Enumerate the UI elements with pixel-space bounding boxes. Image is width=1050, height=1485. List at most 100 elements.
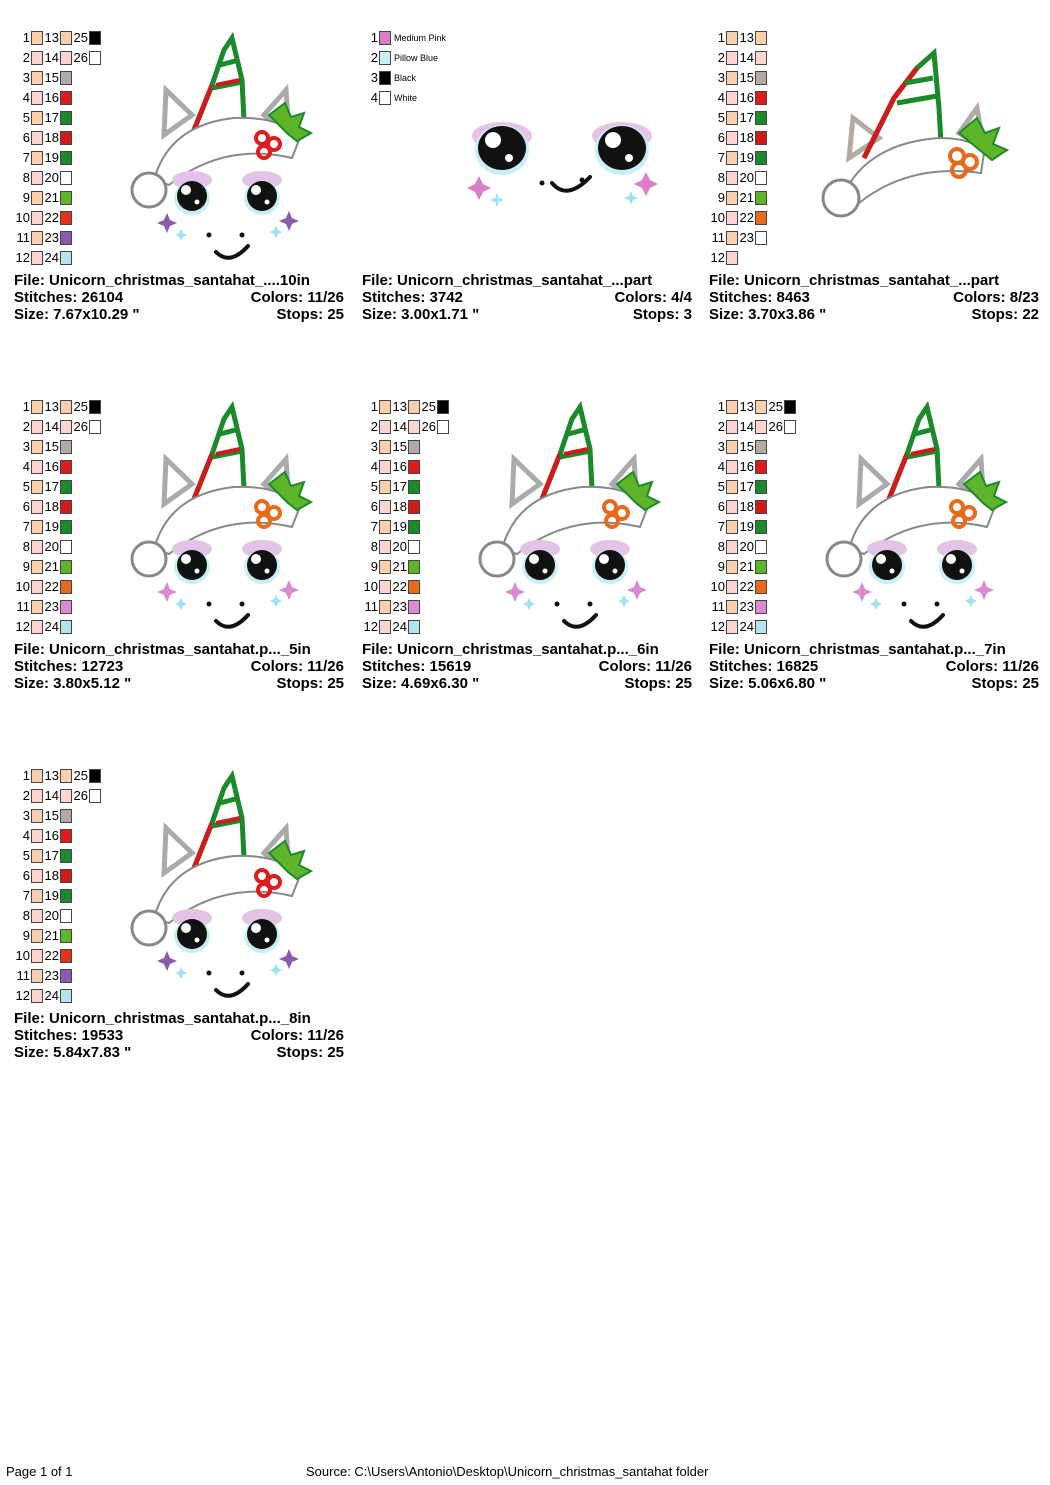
palette-row: 7 19 <box>362 517 449 537</box>
color-swatch <box>379 580 391 594</box>
color-swatch <box>726 171 738 185</box>
palette-number: 15 <box>44 808 59 823</box>
palette-number: 5 <box>22 110 30 125</box>
palette-row: 2 14 <box>709 48 767 68</box>
palette-row: 10 22 <box>14 946 101 966</box>
color-swatch <box>755 560 767 574</box>
color-swatch <box>31 520 43 534</box>
stitch-count: Stitches: 8463 <box>709 289 810 306</box>
color-swatch <box>31 151 43 165</box>
unicorn-artwork <box>478 400 662 629</box>
color-swatch <box>31 480 43 494</box>
palette-number: 23 <box>44 599 59 614</box>
color-swatch <box>60 480 72 494</box>
color-swatch <box>60 869 72 883</box>
palette-number: 25 <box>73 30 88 45</box>
palette-number: 2 <box>370 419 378 434</box>
palette-number: 5 <box>717 479 725 494</box>
palette-number: 14 <box>44 788 59 803</box>
palette-row: 9 21 <box>14 557 101 577</box>
design-preview <box>124 30 334 275</box>
palette-number: 22 <box>44 210 59 225</box>
color-swatch <box>726 420 738 434</box>
palette-row: 11 23 <box>362 597 449 617</box>
color-swatch <box>60 191 72 205</box>
color-swatch <box>31 949 43 963</box>
palette-row: 11 23 <box>709 597 796 617</box>
palette-number: 4 <box>717 90 725 105</box>
palette-row: 2 14 26 <box>14 786 101 806</box>
stitches-row: Stitches: 19533 Colors: 11/26 <box>14 1027 344 1044</box>
palette-row: 8 20 <box>14 168 101 188</box>
palette-number: 1 <box>370 399 378 414</box>
palette-number: 8 <box>370 539 378 554</box>
color-swatch <box>31 71 43 85</box>
color-palette: 1 13 25 2 14 26 3 15 4 16 5 17 6 18 7 19 8 20 9 21 10 22 11 23 1… <box>14 28 101 268</box>
color-swatch <box>31 580 43 594</box>
color-palette: 1 13 25 2 14 26 3 15 4 16 5 17 6 18 7 19 8 20 9 21 10 22 11 23 1… <box>14 766 101 1006</box>
design-card: 1 13 25 2 14 26 3 15 4 16 5 17 6 18 7 19 8 20 9 21 10 22 11 23 1… <box>14 28 354 388</box>
palette-number: 26 <box>73 788 88 803</box>
palette-number: 2 <box>22 419 30 434</box>
color-swatch <box>408 500 420 514</box>
palette-row: 2 14 26 <box>362 417 449 437</box>
stitches-row: Stitches: 12723 Colors: 11/26 <box>14 658 344 675</box>
color-swatch <box>379 480 391 494</box>
palette-number: 1 <box>22 399 30 414</box>
palette-row: 5 17 <box>14 846 101 866</box>
color-swatch <box>408 600 420 614</box>
palette-number: 20 <box>739 170 754 185</box>
palette-number: 2 <box>22 50 30 65</box>
palette-number: 9 <box>22 190 30 205</box>
color-swatch <box>89 400 101 414</box>
color-swatch <box>755 460 767 474</box>
color-count: Colors: 11/26 <box>250 289 344 306</box>
palette-number: 2 <box>717 50 725 65</box>
palette-number: 10 <box>710 579 725 594</box>
palette-number: 20 <box>739 539 754 554</box>
color-swatch <box>60 969 72 983</box>
color-name: Pillow Blue <box>394 53 439 63</box>
color-palette: 1 13 2 14 3 15 4 16 5 17 6 18 7 19 8 20 9 21 10 22 11 23 12 <box>709 28 767 268</box>
size-row: Size: 5.06x6.80 " Stops: 25 <box>709 675 1039 692</box>
palette-number: 3 <box>22 70 30 85</box>
palette-row: 3 15 <box>362 437 449 457</box>
palette-number: 21 <box>739 190 754 205</box>
palette-number: 21 <box>44 928 59 943</box>
palette-row: 4 16 <box>14 457 101 477</box>
color-swatch <box>726 620 738 634</box>
palette-number: 8 <box>717 170 725 185</box>
palette-number: 8 <box>22 170 30 185</box>
palette-number: 8 <box>22 908 30 923</box>
palette-number: 16 <box>44 90 59 105</box>
palette-number: 21 <box>44 559 59 574</box>
color-swatch <box>784 400 796 414</box>
file-name: File: Unicorn_christmas_santahat_...part <box>709 272 1000 289</box>
palette-number: 19 <box>44 519 59 534</box>
color-palette: 1 13 25 2 14 26 3 15 4 16 5 17 6 18 7 19 8 20 9 21 10 22 11 23 1… <box>709 397 796 637</box>
color-swatch <box>31 889 43 903</box>
palette-number: 22 <box>44 948 59 963</box>
color-swatch <box>379 440 391 454</box>
color-swatch <box>31 420 43 434</box>
color-swatch <box>379 520 391 534</box>
palette-number: 4 <box>370 459 378 474</box>
palette-number: 20 <box>44 539 59 554</box>
palette-number: 3 <box>370 439 378 454</box>
design-preview <box>124 399 334 644</box>
color-swatch <box>755 131 767 145</box>
palette-number: 4 <box>22 90 30 105</box>
stitch-count: Stitches: 3742 <box>362 289 463 306</box>
color-swatch <box>60 949 72 963</box>
color-swatch <box>755 31 767 45</box>
color-count: Colors: 4/4 <box>614 289 692 306</box>
color-swatch <box>60 560 72 574</box>
color-swatch <box>379 51 391 65</box>
color-swatch <box>408 480 420 494</box>
palette-row: 12 <box>709 248 767 268</box>
design-size: Size: 5.06x6.80 " <box>709 675 827 692</box>
color-swatch <box>755 51 767 65</box>
color-swatch <box>31 869 43 883</box>
palette-row: 12 24 <box>709 617 796 637</box>
color-swatch <box>726 151 738 165</box>
